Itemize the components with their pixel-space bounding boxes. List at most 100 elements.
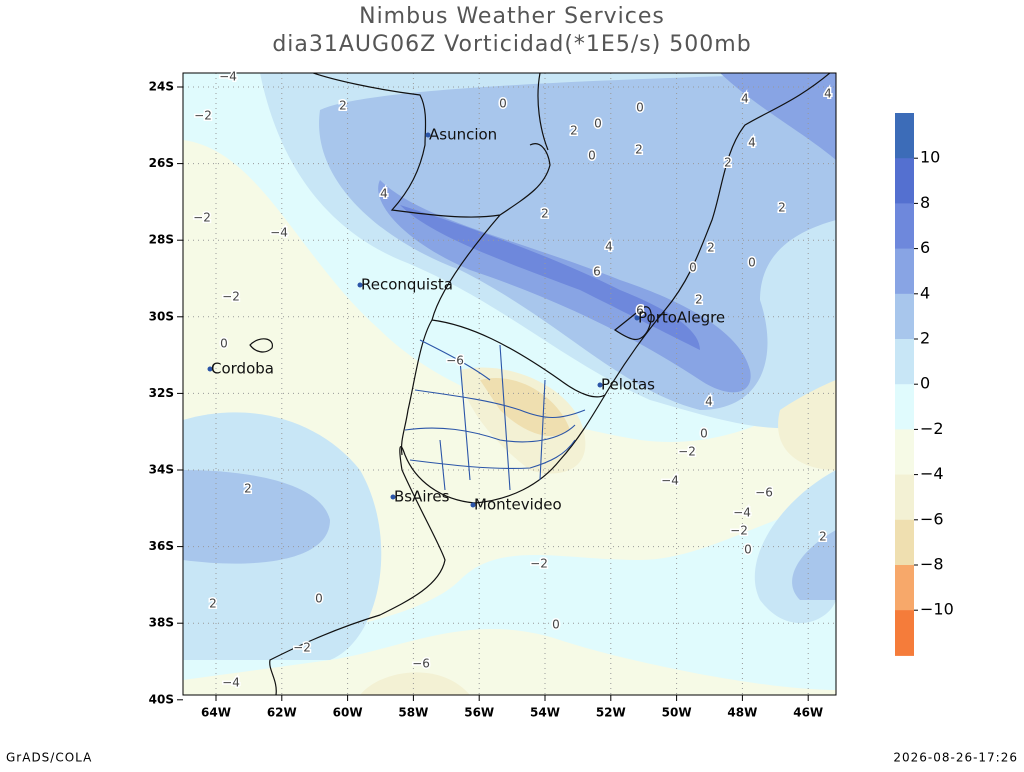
lat-label: 26S: [149, 156, 174, 170]
colorbar-label: 10: [920, 148, 940, 167]
city-dot: [597, 382, 603, 388]
contour-label: −2: [730, 524, 748, 538]
contour-label: 4: [705, 395, 713, 409]
contour-label: 0: [220, 337, 228, 351]
lon-label: 48W: [727, 706, 757, 720]
colorbar-label: 6: [920, 238, 930, 257]
colorbar-segment: [895, 519, 914, 566]
contour-label: 2: [244, 482, 252, 496]
colorbar-label: −8: [920, 555, 944, 574]
coastline: [269, 73, 831, 695]
contour-label: 0: [588, 149, 596, 163]
contour-label: 4: [380, 187, 388, 201]
contour-label: 6: [636, 304, 644, 318]
contour-label: 4: [748, 136, 756, 150]
colorbar-label: −10: [920, 600, 954, 619]
city-label: PortoAlegre: [638, 309, 725, 327]
contour-label: 0: [744, 543, 752, 557]
contour-label: −2: [530, 557, 548, 571]
lat-label: 24S: [149, 80, 174, 94]
city-label: Asuncion: [429, 126, 497, 144]
colorbar-segment: [895, 113, 914, 159]
city-dot: [470, 502, 476, 508]
lon-label: 62W: [267, 706, 297, 720]
contour-label: −6: [446, 354, 464, 368]
contour-label: −2: [678, 445, 696, 459]
lon-label: 58W: [398, 706, 428, 720]
city-dot: [207, 366, 213, 372]
lon-label: 54W: [530, 706, 560, 720]
shade: [400, 205, 700, 350]
contour-label: −4: [270, 226, 288, 240]
colorbar-segment: [895, 248, 914, 295]
city-dot: [634, 315, 640, 321]
contour-label: 2: [707, 241, 715, 255]
contour-label: 0: [594, 117, 602, 131]
city-dot: [357, 282, 363, 288]
shade: [360, 672, 470, 695]
shade: [183, 470, 330, 564]
colorbar-segment: [895, 293, 914, 340]
footer-right: 2026-08-26-17:26: [893, 751, 1018, 765]
lake: [249, 306, 652, 353]
contour-label: 0: [748, 256, 756, 270]
map-frame: [182, 72, 837, 696]
shade: [480, 378, 570, 437]
lat-label: 34S: [149, 463, 174, 477]
contour-label: 2: [209, 597, 217, 611]
lon-label: 46W: [793, 706, 823, 720]
contour-label: 2: [541, 207, 549, 221]
contour-label: −2: [222, 290, 240, 304]
colorbar-label: 4: [920, 283, 930, 302]
lon-label: 50W: [662, 706, 692, 720]
lat-label: 38S: [149, 616, 174, 630]
colorbar-segment: [895, 203, 914, 250]
city-label: Montevideo: [474, 496, 562, 514]
colorbar-label: 2: [920, 329, 930, 348]
contour-label: 4: [824, 87, 832, 101]
contour-label: 2: [819, 530, 827, 544]
city-dot: [425, 132, 431, 138]
colorbar-segment: [895, 384, 914, 430]
contour-label: 2: [635, 143, 643, 157]
contour-label: −6: [412, 657, 430, 671]
contour-label: 4: [605, 240, 613, 254]
map: [183, 73, 836, 695]
contour-label: 0: [636, 101, 644, 115]
city-label: BsAires: [394, 488, 450, 506]
contour-label: −2: [293, 641, 311, 655]
contour-label: −4: [733, 506, 751, 520]
contour-label: −2: [194, 109, 212, 123]
contour-label: 0: [315, 592, 323, 606]
colorbar-segment: [895, 474, 914, 521]
colorbar-label: 8: [920, 193, 930, 212]
shade: [720, 73, 836, 160]
shade: [778, 380, 836, 470]
colorbar-label: −4: [920, 464, 944, 483]
labels: 24S 26S 28S 30S 32S 34S 36S 38S 40S 64W 62W 60W 58W 5…: [149, 68, 834, 720]
contour-label: 0: [700, 427, 708, 441]
colorbar-label: −2: [920, 419, 944, 438]
rivers: [404, 339, 586, 491]
contour-label: 2: [778, 201, 786, 215]
colorbar: 10 8 6 4 2 0 −2 −4 −6 −8 −10: [895, 113, 954, 656]
colorbar-segment: [895, 158, 914, 204]
shade: [792, 530, 836, 600]
colorbar-segment: [895, 339, 914, 385]
colorbar-label: 0: [920, 374, 930, 393]
contour-label: 2: [724, 156, 732, 170]
city-label: Cordoba: [211, 360, 274, 378]
colorbar-segment: [895, 429, 914, 476]
lon-label: 56W: [464, 706, 494, 720]
contour-label: −6: [755, 486, 773, 500]
colorbar-segment: [895, 610, 914, 656]
contour-label: 2: [695, 293, 703, 307]
contour-label: 2: [339, 99, 347, 113]
lat-label: 28S: [149, 233, 174, 247]
contour-label: −2: [193, 211, 211, 225]
lon-label: 60W: [333, 706, 363, 720]
contour-label: 0: [552, 618, 560, 632]
city-dot: [390, 494, 396, 500]
city-label: Pelotas: [601, 376, 655, 394]
